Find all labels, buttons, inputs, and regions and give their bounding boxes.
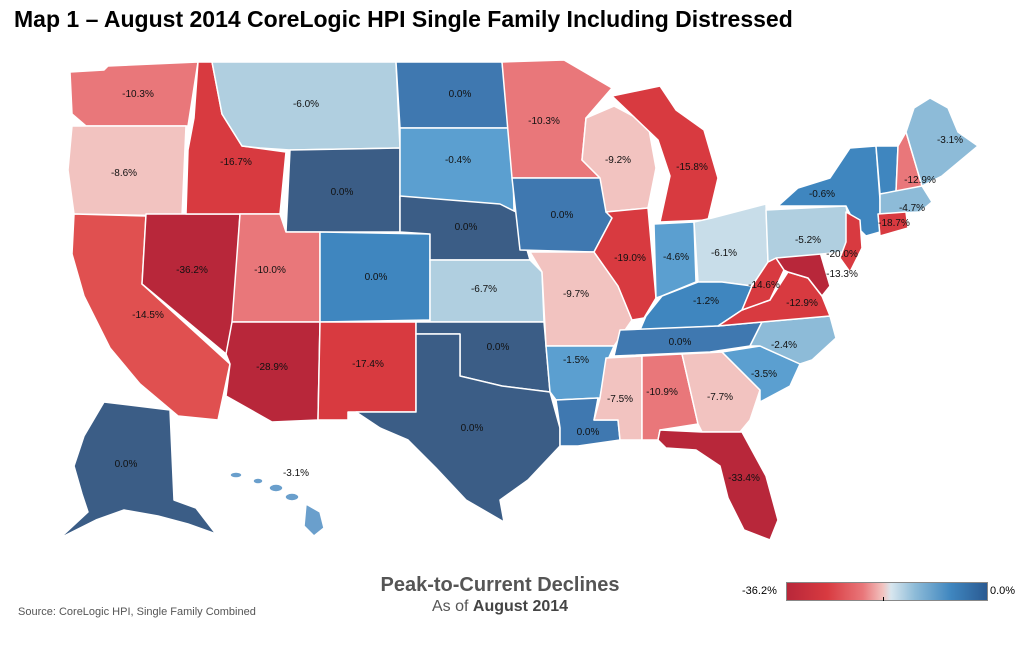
label-tx: 0.0% — [461, 423, 484, 434]
label-ga: -7.7% — [707, 392, 733, 403]
label-ct: -18.7% — [878, 218, 910, 229]
label-ar: -1.5% — [563, 355, 589, 366]
label-me: -3.1% — [937, 135, 963, 146]
label-nh: -12.9% — [904, 175, 936, 186]
caption-title: Peak-to-Current Declines — [380, 574, 620, 596]
label-az: -28.9% — [256, 362, 288, 373]
legend-max-label: 0.0% — [990, 585, 1016, 597]
label-va: -12.9% — [786, 298, 818, 309]
state-wa — [69, 61, 199, 127]
label-nm: -17.4% — [352, 359, 384, 370]
caption-prefix: As of — [431, 598, 469, 615]
state-tx — [355, 333, 561, 523]
label-il: -19.0% — [614, 253, 646, 264]
label-ne: 0.0% — [455, 222, 478, 233]
state-mi — [611, 85, 719, 223]
legend-min-label: -36.2% — [742, 585, 777, 597]
label-ia: 0.0% — [551, 210, 574, 221]
state-ak — [59, 401, 217, 539]
state-ct — [877, 211, 909, 237]
state-fl — [657, 429, 779, 541]
legend-midpoint-tick — [883, 597, 884, 601]
label-ut: -10.0% — [254, 265, 286, 276]
state-ma — [879, 185, 933, 215]
label-sc: -3.5% — [751, 369, 777, 380]
label-nc: -2.4% — [771, 340, 797, 351]
label-wy: 0.0% — [331, 187, 354, 198]
label-md: -13.3% — [826, 269, 858, 280]
legend-color-scale — [786, 582, 988, 601]
label-ok: 0.0% — [487, 342, 510, 353]
label-nd: 0.0% — [449, 89, 472, 100]
state-il — [593, 207, 657, 321]
label-nj: -20.0% — [826, 249, 858, 260]
label-mn: -10.3% — [528, 116, 560, 127]
state-nm — [317, 321, 417, 421]
label-sd: -0.4% — [445, 155, 471, 166]
label-mo: -9.7% — [563, 289, 589, 300]
state-hi — [229, 471, 325, 537]
label-la: 0.0% — [577, 427, 600, 438]
label-ak: 0.0% — [115, 459, 138, 470]
label-or: -8.6% — [111, 168, 137, 179]
label-nv: -36.2% — [176, 265, 208, 276]
state-vt — [875, 145, 899, 195]
label-al: -10.9% — [646, 387, 678, 398]
label-tn: 0.0% — [669, 337, 692, 348]
label-oh: -6.1% — [711, 248, 737, 259]
label-ky: -1.2% — [693, 296, 719, 307]
label-ma: -4.7% — [899, 203, 925, 214]
label-wv: -14.6% — [748, 280, 780, 291]
state-md — [775, 251, 831, 297]
label-mi: -15.8% — [676, 162, 708, 173]
label-ny: -0.6% — [809, 189, 835, 200]
label-ms: -7.5% — [607, 394, 633, 405]
label-pa: -5.2% — [795, 235, 821, 246]
source-note: Source: CoreLogic HPI, Single Family Com… — [18, 606, 256, 618]
state-nj — [839, 211, 863, 273]
label-wa: -10.3% — [122, 89, 154, 100]
label-hi: -3.1% — [283, 468, 309, 479]
label-id: -16.7% — [220, 157, 252, 168]
map-caption: Peak-to-Current Declines As of August 20… — [300, 574, 700, 616]
state-me — [905, 97, 979, 187]
label-fl: -33.4% — [728, 473, 760, 484]
caption-date: August 2014 — [472, 598, 569, 615]
label-co: 0.0% — [365, 272, 388, 283]
label-ca: -14.5% — [132, 310, 164, 321]
label-ks: -6.7% — [471, 284, 497, 295]
label-in: -4.6% — [663, 252, 689, 263]
map-title: Map 1 – August 2014 CoreLogic HPI Single… — [14, 6, 793, 32]
label-wi: -9.2% — [605, 155, 631, 166]
label-mt: -6.0% — [293, 99, 319, 110]
caption-subtitle: As of August 2014 — [300, 598, 700, 616]
